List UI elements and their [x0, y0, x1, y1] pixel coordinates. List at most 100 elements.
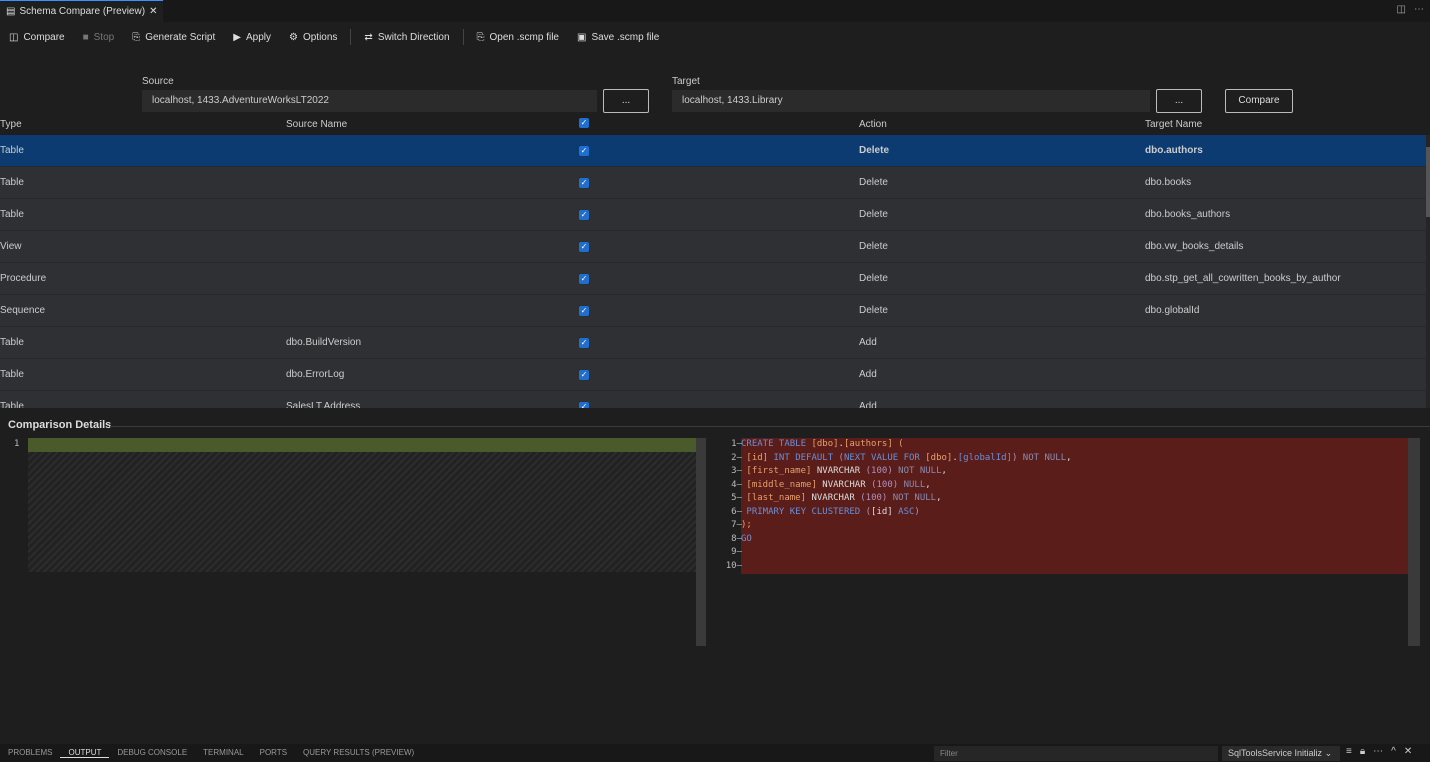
left-scrollbar[interactable]	[696, 438, 706, 646]
code-line: 7—);	[731, 519, 1419, 533]
cell-type: Table	[0, 145, 24, 156]
code-token: NULL	[898, 479, 926, 490]
code-line: 4— [middle_name] NVARCHAR (100) NULL,	[731, 479, 1419, 493]
code-token: (100)	[871, 479, 899, 490]
code-token: ,	[936, 493, 942, 503]
cell-source: dbo.ErrorLog	[286, 369, 345, 380]
filter-input[interactable]: Filter	[934, 746, 1218, 761]
generate-script-button[interactable]: ⎘ Generate Script	[123, 26, 224, 48]
code-token: [authors]	[843, 439, 893, 449]
table-row[interactable]: Table Delete dbo.books_authors ✓	[0, 199, 1426, 231]
source-input[interactable]: localhost, 1433.AdventureWorksLT2022	[142, 90, 597, 112]
toolbar-label: Switch Direction	[377, 31, 450, 43]
cell-target: dbo.vw_books_details	[1145, 241, 1244, 252]
line-number: 10—	[725, 560, 742, 571]
options-button[interactable]: ⚙ Options	[280, 26, 346, 48]
include-checkbox[interactable]: ✓	[579, 370, 589, 380]
close-icon[interactable]: ✕	[149, 6, 158, 17]
table-scrollbar[interactable]	[1426, 135, 1430, 408]
output-channel-select[interactable]: SqlToolsService Initializ ⌄	[1222, 746, 1340, 761]
select-all-checkbox[interactable]: ✓	[579, 118, 589, 128]
code-token: ASC	[892, 506, 915, 517]
compare-button[interactable]: ◫ Compare	[0, 26, 74, 48]
cell-target: dbo.books_authors	[1145, 209, 1231, 220]
results-table: Type Source Name ✓ Action Target Name Ta…	[0, 117, 1426, 408]
open-scmp-file-button[interactable]: ⎘ Open .scmp file	[468, 26, 568, 48]
include-checkbox[interactable]: ✓	[579, 146, 589, 156]
code-token: .	[952, 452, 958, 463]
close-panel-icon[interactable]: ✕	[1403, 746, 1413, 757]
cell-action: Delete	[859, 241, 888, 252]
code-token: ,	[1066, 452, 1072, 463]
cell-target: dbo.authors	[1145, 145, 1203, 156]
target-browse-button[interactable]: ...	[1156, 89, 1202, 113]
save-scmp-file-button[interactable]: ▣ Save .scmp file	[568, 26, 668, 48]
code-token: PRIMARY KEY CLUSTERED	[741, 506, 866, 517]
include-checkbox[interactable]: ✓	[579, 210, 589, 220]
toolbar-separator	[350, 29, 352, 45]
table-row[interactable]: Table Delete dbo.authors ✓	[0, 135, 1426, 167]
code-line: 6— PRIMARY KEY CLUSTERED ([id] ASC)	[731, 506, 1419, 520]
table-row[interactable]: Table SalesLT.Address Add ✓	[0, 391, 1426, 408]
table-row[interactable]: Table Delete dbo.books ✓	[0, 167, 1426, 199]
maximize-icon[interactable]: ^	[1391, 746, 1396, 757]
stop-button[interactable]: ■ Stop	[74, 26, 124, 48]
cell-type: Procedure	[0, 273, 47, 284]
code-token: ,	[925, 479, 931, 490]
lock-icon[interactable]: 🔒︎	[1359, 746, 1366, 757]
panel-tab-ports[interactable]: PORTS	[259, 748, 288, 757]
toolbar-label: Open .scmp file	[489, 31, 559, 43]
table-row[interactable]: View Delete dbo.vw_books_details ✓	[0, 231, 1426, 263]
target-input[interactable]: localhost, 1433.Library	[672, 90, 1150, 112]
compare-icon: ◫	[9, 31, 19, 43]
table-row[interactable]: Sequence Delete dbo.globalId ✓	[0, 295, 1426, 327]
cell-source: dbo.BuildVersion	[286, 337, 362, 348]
table-row[interactable]: Table dbo.ErrorLog Add ✓	[0, 359, 1426, 391]
right-scrollbar[interactable]	[1408, 438, 1420, 646]
cell-type: Table	[0, 177, 24, 188]
panel-tab-terminal[interactable]: TERMINAL	[203, 748, 244, 757]
tab-schema-compare[interactable]: ▤ Schema Compare (Preview) ✕	[0, 0, 164, 22]
apply-button[interactable]: ▶ Apply	[224, 26, 280, 48]
panel-tab-problems[interactable]: PROBLEMS	[8, 748, 53, 757]
include-checkbox[interactable]: ✓	[579, 306, 589, 316]
line-number: 3—	[731, 466, 742, 476]
column-source-name: Source Name	[286, 119, 348, 130]
play-icon: ▶	[233, 31, 241, 43]
code-line: 2— [id] INT DEFAULT (NEXT VALUE FOR [dbo…	[731, 452, 1419, 466]
table-row[interactable]: Procedure Delete dbo.stp_get_all_cowritten…	[0, 263, 1426, 295]
panel-tab-debug-console[interactable]: DEBUG CONSOLE	[117, 748, 188, 757]
code-token: NVARCHAR	[811, 493, 861, 503]
table-header: Type Source Name ✓ Action Target Name	[0, 117, 1426, 133]
switch-direction-button[interactable]: ⇄ Switch Direction	[355, 26, 458, 48]
include-checkbox[interactable]: ✓	[579, 178, 589, 188]
clear-output-icon[interactable]: ≡	[1346, 746, 1352, 757]
table-row[interactable]: Table dbo.BuildVersion Add ✓	[0, 327, 1426, 359]
open-file-icon: ⎘	[476, 31, 485, 43]
column-target-name: Target Name	[1145, 119, 1203, 130]
stop-icon: ■	[82, 31, 89, 43]
divider	[110, 426, 1430, 427]
panel-tab-query-results-preview[interactable]: QUERY RESULTS (PREVIEW)	[303, 748, 415, 757]
code-token: [id]	[871, 506, 893, 517]
include-checkbox[interactable]: ✓	[579, 338, 589, 348]
code-token: (	[838, 452, 844, 463]
toolbar-label: Apply	[245, 31, 271, 43]
cell-type: Table	[0, 401, 24, 408]
code-token: [middle_name]	[741, 479, 823, 490]
code-token: ,	[941, 466, 947, 476]
include-checkbox[interactable]: ✓	[579, 242, 589, 252]
include-checkbox[interactable]: ✓	[579, 402, 589, 408]
more-icon[interactable]: ⋯	[1373, 746, 1384, 757]
source-browse-button[interactable]: ...	[603, 89, 649, 113]
deleted-code-block: 1— CREATE TABLE [dbo].[authors] (2— [id] …	[726, 438, 1419, 574]
include-checkbox[interactable]: ✓	[579, 274, 589, 284]
editor-tab-bar: ▤ Schema Compare (Preview) ✕ ◫ ⋯	[0, 0, 1430, 22]
compare-button[interactable]: Compare	[1225, 89, 1293, 113]
split-editor-icon[interactable]: ◫	[1396, 4, 1406, 15]
code-line: 8— GO	[731, 533, 1419, 547]
panel-tab-output[interactable]: OUTPUT	[60, 748, 110, 758]
code-token: [globalId]	[957, 452, 1012, 463]
source-label: Source	[142, 76, 174, 87]
more-actions-icon[interactable]: ⋯	[1414, 4, 1424, 15]
